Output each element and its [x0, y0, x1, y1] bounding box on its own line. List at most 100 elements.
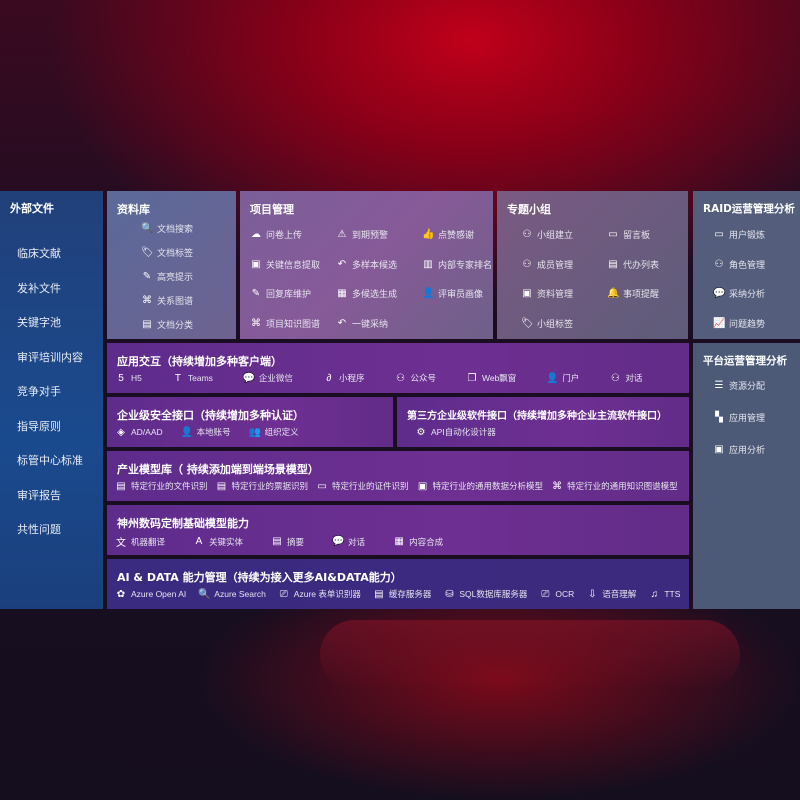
- topic-item[interactable]: 🔔 事项提醒: [607, 287, 659, 300]
- library-item[interactable]: 🔍 文档搜索: [141, 222, 193, 235]
- project-item[interactable]: ☁ 问卷上传: [250, 228, 302, 241]
- ai-data-panel: AI & DATA 能力管理（持续为接入更多AI&DATA能力） ✿ Azure O…: [107, 559, 689, 609]
- translate-icon: 文: [116, 538, 126, 549]
- app-item[interactable]: ⚇ 公众号: [394, 372, 436, 384]
- topic-item[interactable]: ▭ 留言板: [607, 228, 650, 241]
- app-item[interactable]: ∂ 小程序: [323, 372, 364, 384]
- project-item[interactable]: ▦ 多候选生成: [336, 287, 397, 300]
- topic-item[interactable]: ▣ 资料管理: [521, 287, 573, 300]
- ai-item[interactable]: 🔍 Azure Search: [198, 589, 266, 600]
- ai-item[interactable]: ⛁ SQL数据库服务器: [443, 588, 527, 600]
- sidebar-item[interactable]: 临床文献: [17, 247, 61, 260]
- project-item[interactable]: ▥ 内部专家排名: [422, 258, 492, 271]
- window-icon: ❐: [467, 372, 477, 384]
- project-item[interactable]: ✎ 回复库维护: [250, 287, 311, 300]
- ai-item[interactable]: ✿ Azure Open AI: [115, 589, 187, 600]
- project-item[interactable]: ↶ 一键采纳: [336, 317, 388, 330]
- industry-item[interactable]: ▭ 特定行业的证件识别: [316, 480, 408, 492]
- item-label: 留言板: [623, 231, 651, 241]
- security-item[interactable]: 👥 组织定义: [249, 426, 299, 438]
- dc-item[interactable]: A 关键实体: [193, 536, 243, 548]
- raid-item[interactable]: 💬 采纳分析: [713, 287, 765, 300]
- edit-icon: ✎: [251, 288, 261, 299]
- sidebar-item[interactable]: 指导原则: [17, 419, 61, 433]
- cloud-upload-icon: ☁: [251, 229, 261, 240]
- industry-item[interactable]: ⌘ 特定行业的通用知识图谱模型: [551, 480, 678, 492]
- panel-title: 资料库: [117, 203, 150, 216]
- item-label: 回复库维护: [266, 290, 312, 300]
- item-label: 高亮提示: [157, 273, 194, 283]
- third-item-row: ⚙ API自动化设计器: [415, 426, 496, 438]
- sidebar-item[interactable]: 共性问题: [17, 523, 61, 536]
- ai-item[interactable]: ⎚ OCR: [539, 589, 574, 600]
- item-label: 语音理解: [602, 589, 637, 599]
- raid-item[interactable]: ▭ 用户锻炼: [713, 228, 765, 241]
- dc-item-row: 文机器翻译 A 关键实体 ▤ 摘要 💬 对话 ▦ 内容合成: [115, 534, 443, 549]
- library-panel: 资料库 🔍 文档搜索 🏷 文档标签 ✎ 高亮提示 ⌘ 关系图谱 ▤ 文档分类: [107, 191, 236, 339]
- raid-item[interactable]: 📈 问题趋势: [713, 317, 765, 330]
- app-item[interactable]: 5 H5: [115, 373, 142, 384]
- tag-icon: 🏷: [141, 247, 154, 258]
- industry-item[interactable]: ▤ 特定行业的票据识别: [216, 480, 308, 492]
- library-item[interactable]: 🏷 文档标签: [141, 246, 193, 259]
- document-search-icon: 🔍: [141, 223, 154, 234]
- topic-item[interactable]: ⚇ 成员管理: [521, 258, 574, 271]
- app-item[interactable]: ⚇ 对话: [609, 372, 643, 384]
- dc-item[interactable]: ▤ 摘要: [271, 536, 304, 548]
- file-icon: ▤: [116, 480, 126, 492]
- topic-item[interactable]: ▤ 代办列表: [607, 258, 659, 271]
- panel-title: 神州数码定制基础模型能力: [117, 517, 249, 530]
- industry-item[interactable]: ▣ 特定行业的通用数据分析模型: [417, 480, 543, 492]
- security-item[interactable]: ◈ AD/AAD: [115, 427, 163, 438]
- library-item[interactable]: ▤ 文档分类: [141, 318, 193, 331]
- project-item[interactable]: ⚠ 到期预警: [336, 228, 389, 241]
- platform-item[interactable]: ▣ 应用分析: [713, 443, 765, 456]
- ai-item[interactable]: ⇩ 语音理解: [586, 588, 636, 600]
- third-item[interactable]: ⚙ API自动化设计器: [415, 426, 496, 438]
- external-files-sidebar: 外部文件 临床文献 发补文件 关键字池 审评培训内容 竞争对手 指导原则 标管中心标准 审评报…: [0, 191, 103, 609]
- platform-item[interactable]: ☰ 资源分配: [713, 379, 766, 392]
- ai-item[interactable]: ⎚ Azure 表单识别器: [278, 588, 361, 600]
- security-item[interactable]: 👤 本地账号: [181, 426, 231, 438]
- sidebar-item[interactable]: 发补文件: [17, 281, 61, 295]
- apps-icon: ▚: [715, 412, 723, 423]
- sidebar-item[interactable]: 标管中心标准: [17, 454, 83, 467]
- mini-program-icon: ∂: [326, 372, 332, 384]
- library-item[interactable]: ✎ 高亮提示: [141, 270, 193, 283]
- project-item[interactable]: 👤 评审员画像: [422, 287, 483, 300]
- project-item[interactable]: ⌘ 项目知识图谱: [250, 317, 320, 330]
- app-item[interactable]: 👤 门户: [546, 372, 579, 384]
- item-label: 关键信息提取: [266, 260, 321, 271]
- ai-item[interactable]: ▤ 缓存服务器: [373, 588, 431, 600]
- ai-item[interactable]: ♫ TTS: [648, 589, 681, 600]
- app-item[interactable]: 💬 企业微信: [243, 372, 293, 384]
- raid-item[interactable]: ⚇ 角色管理: [713, 258, 766, 271]
- dc-item[interactable]: ▦ 内容合成: [393, 536, 443, 548]
- item-label: 代办列表: [623, 260, 660, 271]
- sidebar-item[interactable]: 关键字池: [17, 316, 61, 329]
- wecom-icon: 💬: [242, 372, 256, 384]
- app-item[interactable]: ❐ Web飘窗: [466, 372, 516, 384]
- library-item[interactable]: ⌘ 关系图谱: [141, 294, 193, 307]
- panel-title: 第三方企业级软件接口（持续增加多种企业主流软件接口）: [407, 411, 667, 422]
- speech-icon: ⇩: [588, 588, 597, 600]
- app-item-row: 5 H5 T Teams 💬 企业微信 ∂ 小程序 ⚇ 公众号 ❐ Web飘窗 👤 门户 ⚇ 对话: [115, 372, 642, 384]
- industry-item[interactable]: ▤ 特定行业的文件识别: [115, 480, 207, 492]
- dc-item[interactable]: 💬 对话: [332, 536, 365, 548]
- platform-item[interactable]: ▚ 应用管理: [713, 411, 765, 424]
- project-item[interactable]: ▣ 关键信息提取: [250, 258, 320, 271]
- screen-reflection: [320, 620, 740, 690]
- sidebar-item[interactable]: 审评报告: [17, 488, 61, 502]
- project-item[interactable]: 👍 点赞感谢: [422, 228, 474, 241]
- topic-item[interactable]: 🏷 小组标签: [521, 317, 573, 330]
- ai-item-row: ✿ Azure Open AI 🔍 Azure Search ⎚ Azure 表单识别器 ▤…: [115, 588, 681, 600]
- document-category-icon: ▤: [142, 319, 152, 330]
- project-item[interactable]: ↶ 多样本候选: [336, 258, 397, 271]
- users-icon: ⚇: [714, 258, 724, 270]
- item-label: 门户: [562, 373, 580, 383]
- sidebar-item[interactable]: 竞争对手: [17, 385, 61, 398]
- sidebar-item[interactable]: 审评培训内容: [17, 350, 83, 364]
- dc-item[interactable]: 文机器翻译: [115, 534, 165, 550]
- app-item[interactable]: T Teams: [172, 373, 213, 384]
- topic-item[interactable]: ⚇ 小组建立: [521, 228, 574, 241]
